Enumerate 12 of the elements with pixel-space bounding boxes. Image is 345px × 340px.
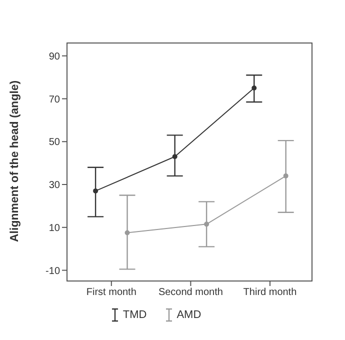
y-tick-label: 30: [48, 180, 60, 192]
legend-label: TMD: [122, 309, 147, 321]
y-tick-label: -10: [46, 266, 60, 277]
legend-label: AMD: [176, 309, 202, 321]
x-tick-label: First month: [86, 287, 136, 298]
y-tick-label: 50: [48, 137, 60, 148]
y-axis-title: Alignment of the head (angle): [9, 80, 22, 242]
x-tick-label: Second month: [158, 287, 223, 298]
y-tick-label: 10: [48, 222, 60, 234]
y-tick-label: 70: [48, 94, 60, 106]
y-tick-label: 90: [48, 51, 60, 62]
x-tick-label: Third month: [243, 287, 297, 298]
